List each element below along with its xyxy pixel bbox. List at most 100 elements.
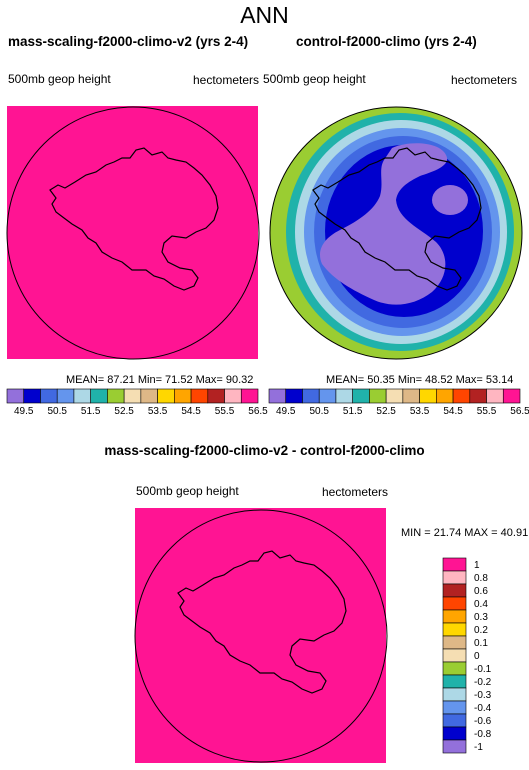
map-1-fill: [7, 106, 258, 359]
colorbar-2-swatch: [385, 388, 404, 404]
map-2-boundary: [269, 106, 523, 360]
colorbar-1-tick-label: 49.5: [14, 406, 34, 417]
panel-2-variable-label: 500mb geop height: [263, 72, 366, 86]
colorbar-1-swatch: [123, 388, 142, 404]
colorbar-3-tick-label: -1: [474, 742, 483, 753]
colorbar-1-swatch: [6, 388, 25, 404]
colorbar-3-swatch: [442, 609, 467, 624]
colorbar-3-swatch: [442, 661, 467, 676]
colorbar-3-swatch: [442, 583, 467, 598]
colorbar-3-swatch: [442, 713, 467, 728]
colorbar-1: [6, 388, 259, 404]
colorbar-2-tick-label: 53.5: [410, 406, 430, 417]
map-3-fill: [135, 508, 386, 763]
panel-1-units-label: hectometers: [193, 73, 260, 87]
colorbar-2-swatch: [285, 388, 303, 404]
colorbar-1-swatch: [190, 388, 209, 404]
colorbar-3-swatch: [442, 557, 467, 572]
colorbar-2-tick-label: 54.5: [443, 406, 463, 417]
panel-2-stats: MEAN= 50.35 Min= 48.52 Max= 53.14: [326, 374, 514, 386]
colorbar-2-swatch: [436, 388, 454, 404]
colorbar-2-tick-label: 51.5: [343, 406, 363, 417]
colorbar-3-tick-label: 0: [474, 651, 480, 662]
colorbar-2-swatch: [502, 388, 521, 404]
colorbar-3-swatch: [442, 635, 467, 650]
colorbar-2-swatch: [335, 388, 353, 404]
colorbar-3: [442, 557, 467, 754]
colorbar-1-swatch: [56, 388, 75, 404]
colorbar-2-swatch: [402, 388, 420, 404]
colorbar-1-labels: 49.5 50.5 51.5 52.5 53.5 54.5 55.5 56.5: [14, 406, 268, 417]
colorbar-2-swatch: [452, 388, 471, 404]
map-3-boundary: [134, 509, 388, 763]
colorbar-3-swatch: [442, 570, 467, 585]
colorbar-1-tick-label: 50.5: [47, 406, 67, 417]
map-panel-3: [134, 508, 388, 763]
colorbar-2-swatch: [469, 388, 487, 404]
colorbar-3-tick-label: 0.1: [474, 638, 488, 649]
main-title: ANN: [240, 2, 289, 28]
panel-3-units-label: hectometers: [322, 485, 389, 499]
map-panel-1: [6, 106, 260, 360]
panel-2-units-label: hectometers: [451, 73, 518, 87]
colorbar-1-swatch: [240, 388, 259, 404]
colorbar-1-swatch: [157, 388, 175, 404]
colorbar-3-tick-label: -0.6: [474, 716, 492, 727]
colorbar-3-swatch: [442, 648, 467, 663]
colorbar-2-tick-label: 55.5: [477, 406, 497, 417]
colorbar-2-swatch: [369, 388, 387, 404]
colorbar-2-tick-label: 50.5: [309, 406, 329, 417]
colorbar-3-tick-label: 0.4: [474, 599, 488, 610]
colorbar-1-swatch: [40, 388, 58, 404]
colorbar-3-tick-label: 0.8: [474, 573, 488, 584]
colorbar-3-swatch: [442, 674, 467, 689]
colorbar-3-labels: 1 0.8 0.6 0.4 0.3 0.2 0.1 0 -0.1 -0.2 -0.3 -0.4 -0.6…: [474, 560, 492, 753]
colorbar-1-tick-label: 52.5: [114, 406, 134, 417]
colorbar-1-tick-label: 56.5: [248, 406, 268, 417]
colorbar-3-swatch: [442, 687, 467, 702]
panel-1-stats: MEAN= 87.21 Min= 71.52 Max= 90.32: [66, 374, 254, 386]
panel-1-title: mass-scaling-f2000-climo-v2 (yrs 2-4): [8, 34, 249, 49]
colorbar-2-swatch: [302, 388, 320, 404]
colorbar-1-swatch: [107, 388, 125, 404]
colorbar-1-tick-label: 53.5: [148, 406, 168, 417]
colorbar-3-tick-label: 1: [474, 560, 480, 571]
colorbar-1-swatch: [73, 388, 91, 404]
colorbar-1-swatch: [224, 388, 242, 404]
colorbar-2-swatch: [419, 388, 437, 404]
colorbar-3-tick-label: 0.6: [474, 586, 488, 597]
colorbar-2-labels: 49.5 50.5 51.5 52.5 53.5 54.5 55.5 56.5: [276, 406, 529, 417]
colorbar-3-swatch: [442, 739, 467, 754]
colorbar-1-swatch: [140, 388, 158, 404]
colorbar-2-tick-label: 49.5: [276, 406, 296, 417]
colorbar-1-swatch: [90, 388, 108, 404]
colorbar-1-tick-label: 54.5: [181, 406, 201, 417]
colorbar-2-swatch: [318, 388, 337, 404]
colorbar-2-tick-label: 52.5: [376, 406, 396, 417]
colorbar-3-swatch: [442, 596, 467, 611]
colorbar-3-swatch: [442, 726, 467, 741]
map-1-boundary: [6, 106, 260, 360]
colorbar-3-tick-label: -0.3: [474, 690, 492, 701]
panel-3-title: mass-scaling-f2000-climo-v2 - control-f2…: [104, 443, 425, 458]
colorbar-1-tick-label: 51.5: [81, 406, 101, 417]
panel-2-title: control-f2000-climo (yrs 2-4): [296, 34, 477, 49]
map-panel-2: [269, 106, 523, 360]
colorbar-2-swatch: [352, 388, 370, 404]
panel-1-variable-label: 500mb geop height: [8, 72, 111, 86]
colorbar-2-swatch: [486, 388, 504, 404]
colorbar-1-swatch: [23, 388, 41, 404]
colorbar-1-swatch: [174, 388, 192, 404]
colorbar-3-tick-label: -0.8: [474, 729, 492, 740]
panel-3-variable-label: 500mb geop height: [136, 484, 239, 498]
colorbar-3-tick-label: -0.1: [474, 664, 492, 675]
colorbar-2: [268, 388, 521, 404]
colorbar-2-tick-label: 56.5: [510, 406, 529, 417]
colorbar-2-swatch: [268, 388, 287, 404]
colorbar-3-tick-label: -0.2: [474, 677, 492, 688]
colorbar-1-swatch: [207, 388, 225, 404]
colorbar-1-tick-label: 55.5: [215, 406, 235, 417]
panel-3-stats: MIN = 21.74 MAX = 40.91: [401, 527, 529, 539]
colorbar-3-tick-label: 0.2: [474, 625, 488, 636]
